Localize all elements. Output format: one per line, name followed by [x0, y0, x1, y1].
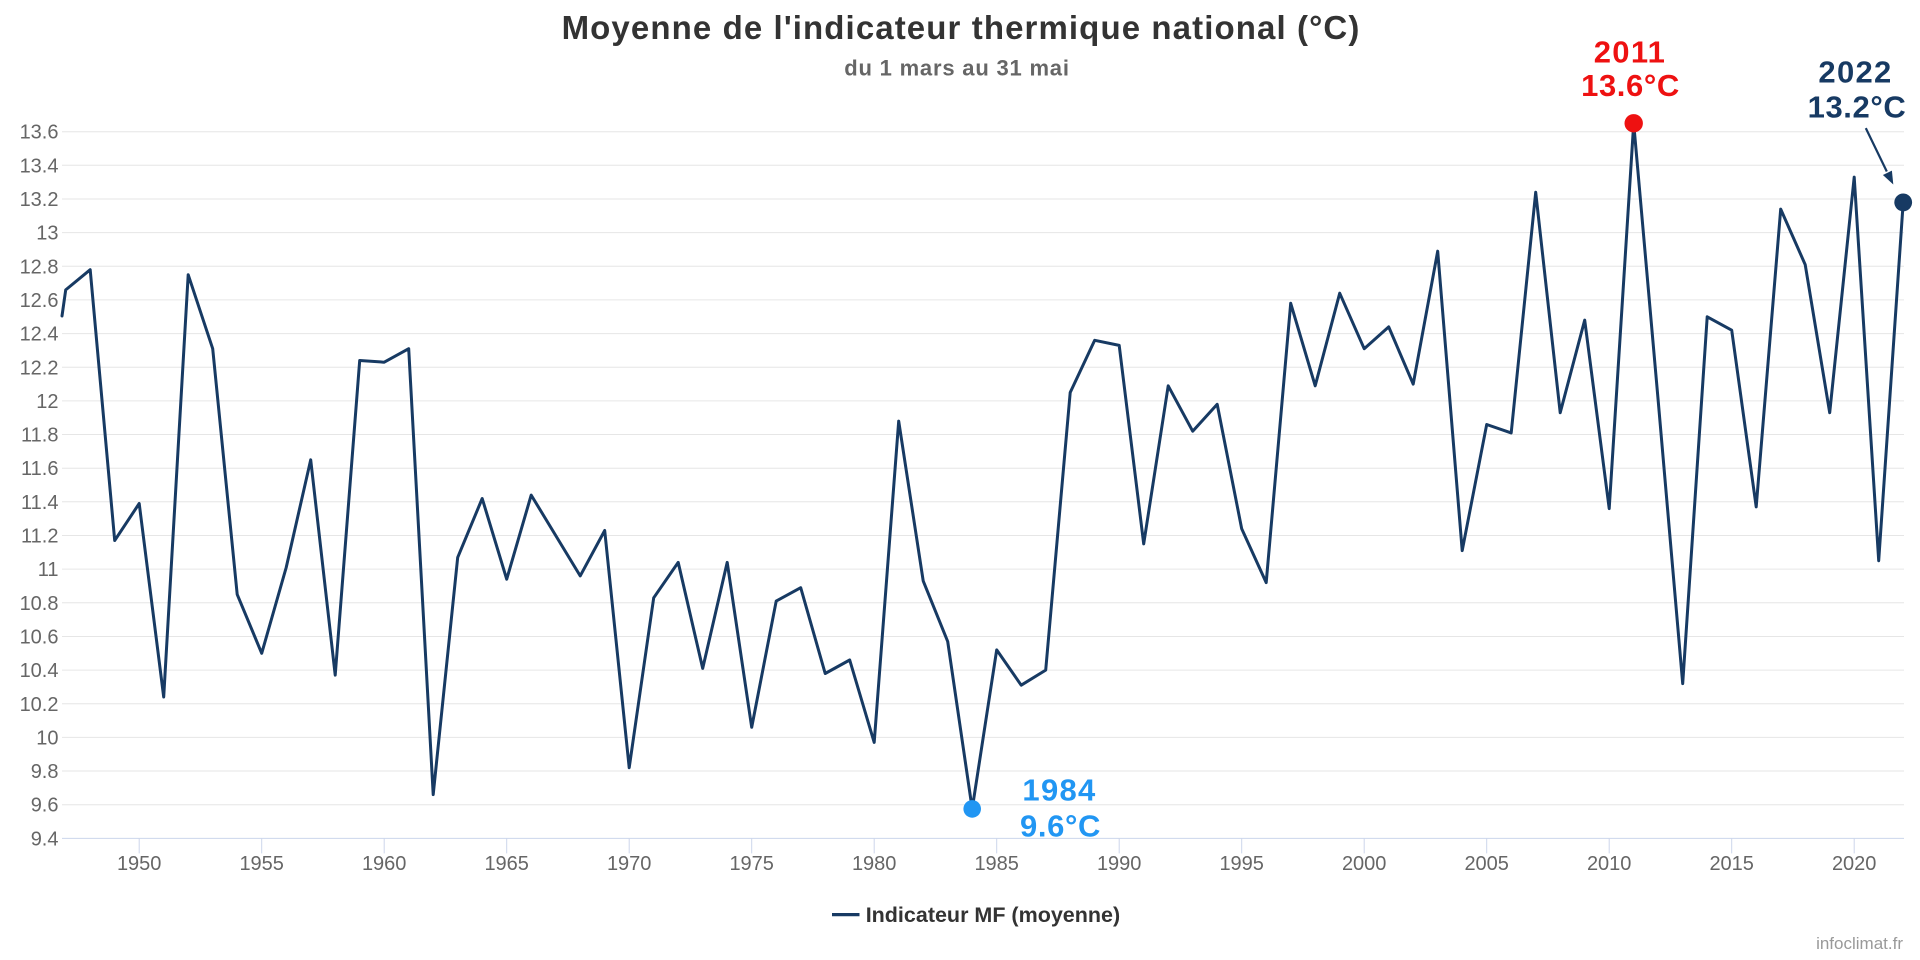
svg-text:2005: 2005 — [1464, 853, 1509, 875]
svg-text:13: 13 — [36, 223, 58, 245]
svg-text:2011: 2011 — [1594, 34, 1666, 69]
svg-text:infoclimat.fr: infoclimat.fr — [1816, 934, 1903, 953]
svg-text:13.2: 13.2 — [20, 189, 59, 211]
svg-text:9.6°C: 9.6°C — [1020, 808, 1101, 843]
svg-text:1995: 1995 — [1219, 853, 1264, 875]
svg-text:1980: 1980 — [852, 853, 897, 875]
svg-text:9.8: 9.8 — [31, 761, 59, 783]
svg-text:2020: 2020 — [1832, 853, 1877, 875]
svg-text:12.6: 12.6 — [20, 290, 59, 312]
svg-text:11.2: 11.2 — [21, 526, 58, 548]
svg-text:1990: 1990 — [1097, 853, 1142, 875]
svg-text:11.8: 11.8 — [21, 425, 58, 447]
svg-text:10: 10 — [36, 727, 58, 749]
svg-text:1950: 1950 — [117, 853, 162, 875]
svg-text:Indicateur MF (moyenne): Indicateur MF (moyenne) — [866, 903, 1120, 927]
svg-text:du 1 mars au 31 mai: du 1 mars au 31 mai — [844, 56, 1070, 81]
svg-text:11.6: 11.6 — [21, 458, 58, 480]
svg-text:11.4: 11.4 — [21, 492, 58, 514]
svg-text:2022: 2022 — [1818, 55, 1892, 90]
svg-text:12.2: 12.2 — [20, 357, 59, 379]
svg-text:1970: 1970 — [607, 853, 652, 875]
svg-text:10.6: 10.6 — [20, 627, 59, 649]
svg-text:9.4: 9.4 — [31, 828, 59, 850]
svg-text:11: 11 — [38, 559, 59, 581]
svg-text:12.4: 12.4 — [20, 324, 59, 346]
svg-text:12: 12 — [36, 391, 58, 413]
svg-text:10.8: 10.8 — [20, 593, 59, 615]
svg-text:13.6°C: 13.6°C — [1581, 68, 1680, 103]
svg-text:9.6: 9.6 — [31, 795, 59, 817]
svg-text:10.2: 10.2 — [20, 694, 59, 716]
svg-text:12.8: 12.8 — [20, 256, 59, 278]
svg-text:2000: 2000 — [1342, 853, 1387, 875]
svg-text:2015: 2015 — [1709, 853, 1754, 875]
svg-text:13.2°C: 13.2°C — [1808, 89, 1907, 124]
svg-text:10.4: 10.4 — [20, 660, 59, 682]
svg-text:13.4: 13.4 — [20, 155, 59, 177]
svg-text:1985: 1985 — [974, 853, 1019, 875]
svg-text:13.6: 13.6 — [20, 122, 59, 144]
svg-text:1984: 1984 — [1022, 773, 1096, 808]
svg-text:1960: 1960 — [362, 853, 407, 875]
svg-text:2010: 2010 — [1587, 853, 1632, 875]
svg-text:1955: 1955 — [239, 853, 284, 875]
svg-text:Moyenne de l'indicateur thermi: Moyenne de l'indicateur thermique nation… — [562, 9, 1361, 46]
svg-text:1975: 1975 — [729, 853, 774, 875]
svg-text:1965: 1965 — [484, 853, 529, 875]
